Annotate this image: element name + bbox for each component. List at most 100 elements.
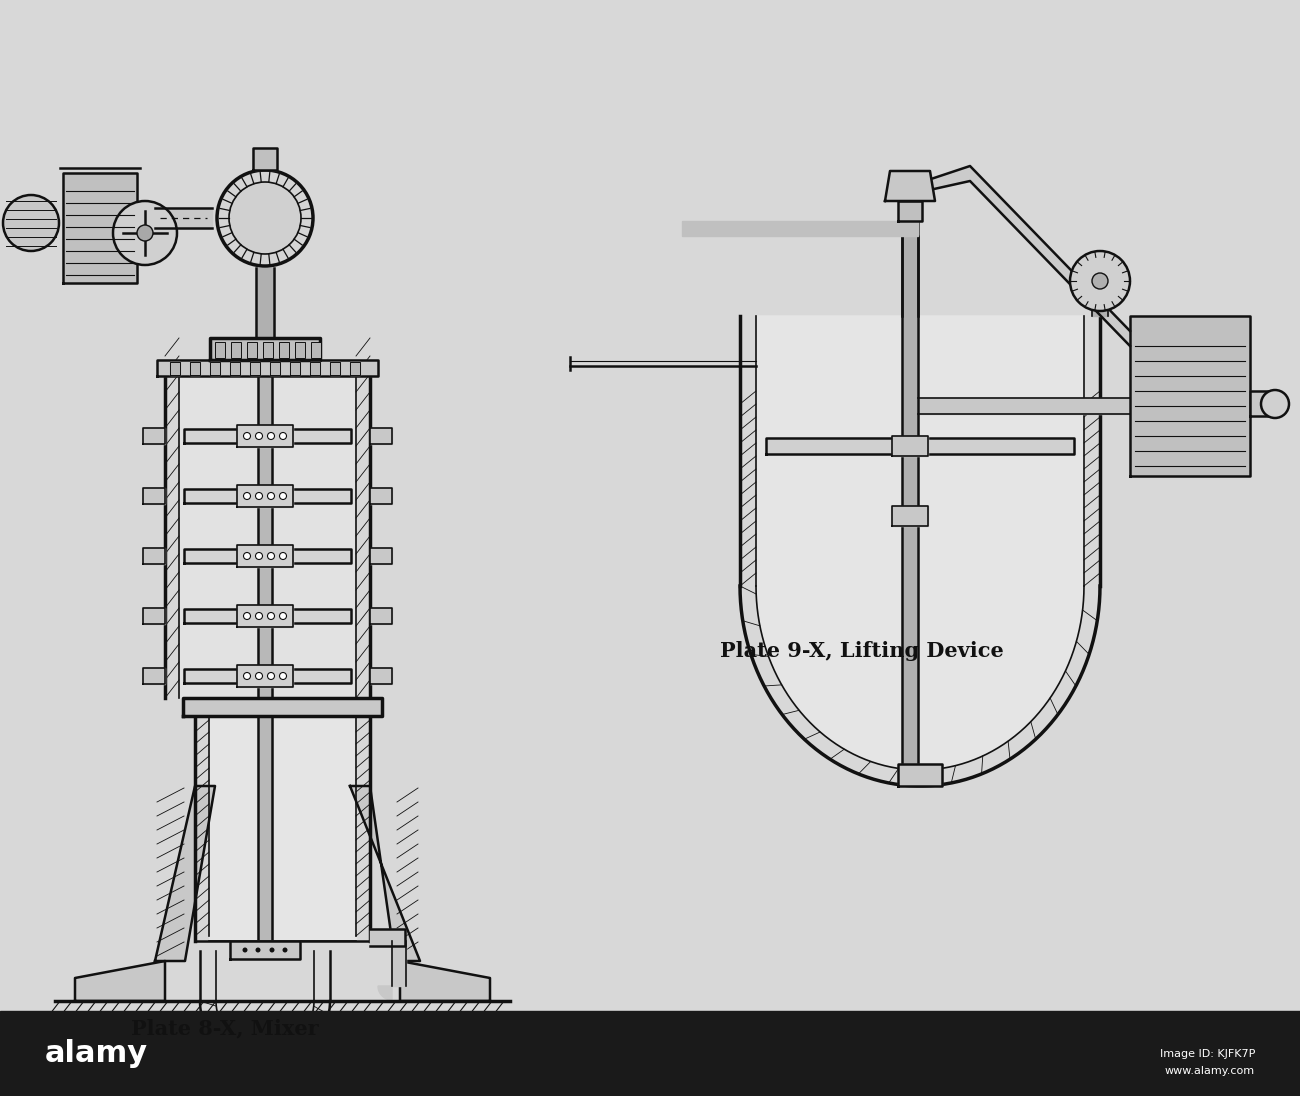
Circle shape <box>217 170 313 266</box>
Polygon shape <box>370 548 393 564</box>
Polygon shape <box>682 221 918 236</box>
Circle shape <box>113 201 177 265</box>
Bar <box>280 342 289 358</box>
Polygon shape <box>902 236 918 770</box>
Circle shape <box>243 552 251 559</box>
Bar <box>214 342 225 358</box>
Polygon shape <box>378 986 393 1000</box>
Text: www.alamy.com: www.alamy.com <box>1165 1066 1254 1076</box>
Polygon shape <box>62 173 136 283</box>
Polygon shape <box>185 609 351 623</box>
Polygon shape <box>898 764 942 786</box>
Polygon shape <box>1092 311 1108 316</box>
Polygon shape <box>902 236 918 316</box>
Circle shape <box>256 492 263 500</box>
Polygon shape <box>350 786 420 961</box>
Bar <box>311 342 321 358</box>
Polygon shape <box>143 488 165 504</box>
Circle shape <box>1261 390 1290 418</box>
Polygon shape <box>926 165 1130 346</box>
Circle shape <box>1092 273 1108 289</box>
Circle shape <box>280 673 286 680</box>
Polygon shape <box>237 486 292 507</box>
Circle shape <box>268 673 274 680</box>
Polygon shape <box>400 961 490 1001</box>
Polygon shape <box>370 608 393 624</box>
Text: Plate 9-X, Lifting Device: Plate 9-X, Lifting Device <box>720 641 1004 661</box>
Circle shape <box>280 613 286 619</box>
Polygon shape <box>211 362 220 375</box>
Circle shape <box>1070 251 1130 311</box>
Polygon shape <box>143 429 165 444</box>
Polygon shape <box>256 269 274 338</box>
Circle shape <box>243 673 251 680</box>
Circle shape <box>243 492 251 500</box>
Polygon shape <box>75 961 165 1001</box>
Text: Plate 8-X, Mixer: Plate 8-X, Mixer <box>131 1018 318 1038</box>
Polygon shape <box>211 338 320 359</box>
Polygon shape <box>230 941 300 959</box>
Circle shape <box>268 433 274 439</box>
Polygon shape <box>237 605 292 627</box>
Circle shape <box>256 433 263 439</box>
Circle shape <box>268 552 274 559</box>
Bar <box>263 342 273 358</box>
Circle shape <box>256 552 263 559</box>
Polygon shape <box>183 698 382 716</box>
Bar <box>247 342 257 358</box>
Polygon shape <box>350 362 360 375</box>
Polygon shape <box>254 148 277 170</box>
Polygon shape <box>892 506 928 526</box>
Circle shape <box>280 552 286 559</box>
Circle shape <box>256 948 260 952</box>
Polygon shape <box>143 548 165 564</box>
Circle shape <box>3 195 58 251</box>
Polygon shape <box>370 488 393 504</box>
Polygon shape <box>237 425 292 447</box>
Polygon shape <box>190 362 200 375</box>
Polygon shape <box>237 545 292 567</box>
Polygon shape <box>179 376 356 698</box>
Polygon shape <box>885 171 935 201</box>
Polygon shape <box>155 786 214 961</box>
Circle shape <box>243 613 251 619</box>
Polygon shape <box>370 429 393 444</box>
Polygon shape <box>143 608 165 624</box>
Polygon shape <box>1251 391 1275 416</box>
Polygon shape <box>0 1011 1300 1096</box>
Circle shape <box>256 673 263 680</box>
Polygon shape <box>155 208 212 228</box>
Polygon shape <box>918 398 1130 414</box>
Polygon shape <box>757 316 1084 770</box>
Polygon shape <box>370 667 393 684</box>
Polygon shape <box>370 929 406 946</box>
Circle shape <box>282 948 287 952</box>
Circle shape <box>243 948 247 952</box>
Polygon shape <box>330 362 341 375</box>
Polygon shape <box>143 667 165 684</box>
Polygon shape <box>185 429 351 443</box>
Polygon shape <box>185 669 351 683</box>
Polygon shape <box>1130 316 1251 476</box>
Polygon shape <box>185 549 351 563</box>
Polygon shape <box>250 362 260 375</box>
Circle shape <box>280 433 286 439</box>
Polygon shape <box>270 362 280 375</box>
Circle shape <box>280 492 286 500</box>
Polygon shape <box>185 489 351 503</box>
Polygon shape <box>393 941 406 986</box>
Polygon shape <box>892 436 928 456</box>
Polygon shape <box>170 362 179 375</box>
Circle shape <box>243 433 251 439</box>
Circle shape <box>268 492 274 500</box>
Text: Image ID: KJFK7P: Image ID: KJFK7P <box>1160 1049 1254 1059</box>
Circle shape <box>268 613 274 619</box>
Circle shape <box>269 948 274 952</box>
Polygon shape <box>309 362 320 375</box>
Circle shape <box>256 613 263 619</box>
Bar <box>231 342 240 358</box>
Polygon shape <box>237 665 292 687</box>
Polygon shape <box>898 201 922 221</box>
Circle shape <box>136 225 153 241</box>
Polygon shape <box>209 716 356 941</box>
